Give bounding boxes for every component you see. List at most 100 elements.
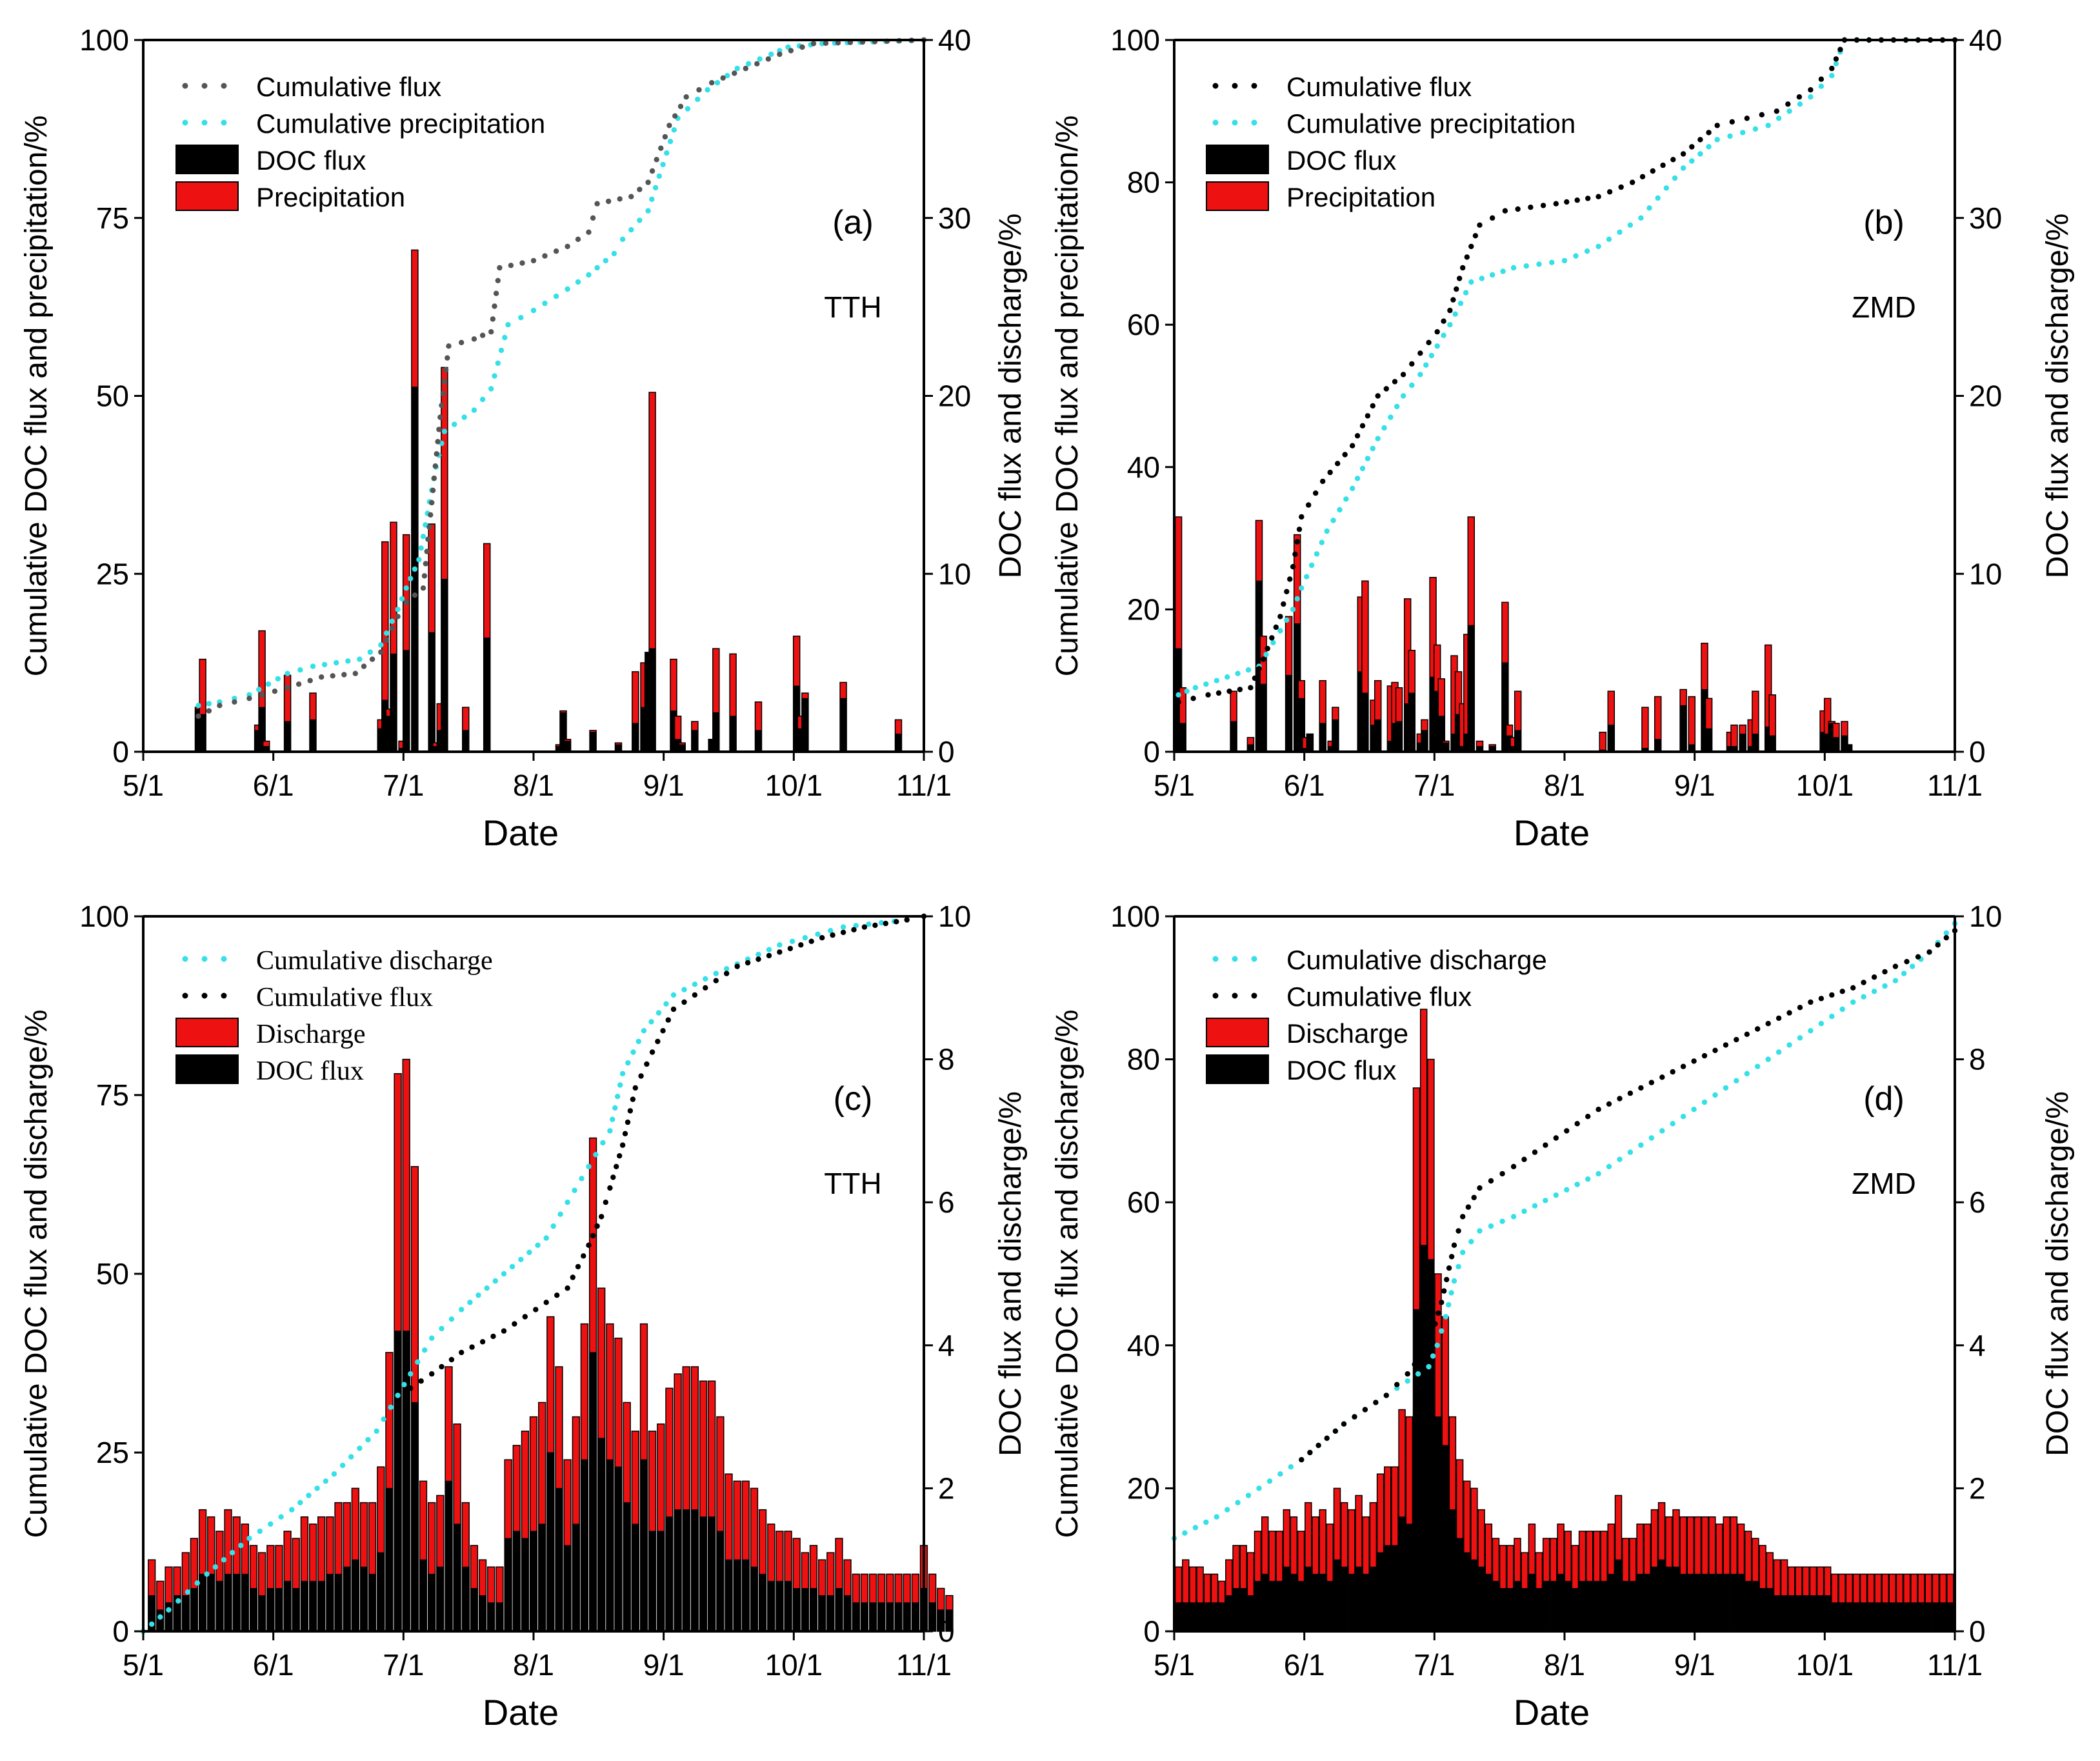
- data-point: [594, 1223, 600, 1229]
- data-point: [617, 1153, 623, 1159]
- bar-doc-flux: [411, 1402, 419, 1632]
- bar-doc-flux: [385, 1487, 394, 1632]
- data-point: [1341, 1421, 1347, 1427]
- bar-doc-flux: [886, 1602, 894, 1632]
- bar-doc-flux: [1283, 1566, 1290, 1632]
- data-point: [1352, 1414, 1357, 1420]
- bar-doc-flux: [1334, 1559, 1341, 1632]
- data-point: [1412, 1362, 1417, 1367]
- bar-doc-flux: [250, 1588, 257, 1632]
- data-point: [1434, 343, 1440, 349]
- data-point: [1359, 423, 1366, 428]
- data-point: [1606, 1101, 1612, 1107]
- y-tick-label-right: 4: [938, 1329, 955, 1362]
- bar-doc-flux: [521, 1538, 529, 1632]
- data-point: [1388, 414, 1394, 420]
- data-point: [423, 561, 428, 567]
- bar-doc-flux: [215, 1580, 224, 1632]
- series-cumulative-flux: [195, 37, 927, 719]
- bar-doc-flux: [1225, 1595, 1233, 1632]
- bar-doc-flux: [190, 1588, 198, 1632]
- data-point: [341, 672, 347, 678]
- data-point: [492, 1278, 498, 1284]
- data-point: [1833, 56, 1839, 62]
- data-point: [1829, 992, 1835, 998]
- legend-marker: [182, 83, 188, 89]
- data-point: [195, 713, 201, 719]
- data-point: [1833, 61, 1839, 67]
- data-point: [590, 215, 596, 221]
- data-point: [757, 56, 763, 62]
- legend-label: Cumulative flux: [256, 72, 441, 102]
- data-point: [429, 1335, 435, 1341]
- data-point: [1499, 1171, 1505, 1177]
- data-point: [879, 920, 885, 926]
- y-tick-label-right: 30: [1969, 201, 2002, 235]
- y-tick-label-right: 40: [1969, 23, 2002, 57]
- bar-doc-flux: [326, 1573, 334, 1632]
- data-point: [586, 1242, 592, 1248]
- data-point: [1235, 670, 1241, 676]
- data-point: [399, 596, 405, 602]
- legend-marker: [1232, 992, 1238, 999]
- data-point: [1299, 514, 1305, 520]
- data-point: [703, 985, 708, 991]
- bar-doc-flux: [877, 1602, 886, 1632]
- data-point: [695, 96, 701, 103]
- data-point: [1394, 1382, 1400, 1387]
- data-point: [1290, 564, 1296, 570]
- data-point: [1430, 1353, 1436, 1359]
- data-point: [665, 1017, 672, 1023]
- bar-doc-flux: [1319, 1573, 1326, 1632]
- data-point: [553, 293, 559, 299]
- data-point: [632, 1085, 638, 1091]
- data-point: [714, 80, 721, 86]
- data-point: [441, 428, 448, 434]
- data-point: [1638, 1142, 1644, 1148]
- bar-doc-flux: [1179, 723, 1186, 752]
- data-point: [1595, 1171, 1601, 1177]
- data-point: [611, 250, 617, 257]
- data-point: [660, 161, 666, 168]
- data-point: [1786, 108, 1792, 114]
- x-tick-label: 6/1: [1284, 769, 1325, 802]
- x-tick-label: 9/1: [1674, 769, 1715, 802]
- data-point: [765, 56, 772, 62]
- y-tick-label-left: 80: [1127, 1043, 1160, 1076]
- data-point: [426, 524, 432, 530]
- data-point: [441, 379, 448, 385]
- data-point: [484, 1285, 490, 1291]
- data-point: [1463, 290, 1469, 296]
- data-point: [1670, 1069, 1675, 1075]
- data-point: [1313, 490, 1319, 496]
- bar-doc-flux: [495, 1602, 504, 1632]
- data-point: [1638, 215, 1644, 221]
- data-point: [448, 1356, 455, 1363]
- bar-doc-flux: [665, 1516, 674, 1632]
- x-tick-label: 9/1: [643, 769, 685, 802]
- data-point: [617, 1082, 623, 1088]
- legend-label: Cumulative flux: [256, 983, 433, 1012]
- x-axis-title: Date: [483, 1692, 559, 1733]
- data-point: [461, 414, 467, 420]
- data-point: [1215, 690, 1222, 696]
- bar-doc-flux: [441, 579, 448, 752]
- bar-doc-flux: [801, 698, 809, 752]
- y-tick-label-right: 40: [938, 23, 971, 57]
- x-tick-label: 8/1: [1544, 1648, 1585, 1682]
- data-point: [610, 1116, 615, 1122]
- data-point: [1245, 1493, 1252, 1498]
- data-point: [685, 106, 691, 112]
- data-point: [1775, 1015, 1782, 1021]
- legend-swatch: [1206, 181, 1269, 211]
- data-point: [599, 1214, 605, 1220]
- bar-doc-flux: [1881, 1602, 1889, 1632]
- data-point: [1706, 144, 1712, 150]
- bar-doc-flux: [283, 1580, 292, 1632]
- data-point: [501, 1271, 507, 1277]
- bar-doc-flux: [1672, 1566, 1680, 1632]
- bar-doc-flux: [945, 1609, 954, 1632]
- data-point: [670, 1006, 677, 1012]
- data-point: [467, 1300, 473, 1305]
- legend-label: Precipitation: [256, 182, 405, 212]
